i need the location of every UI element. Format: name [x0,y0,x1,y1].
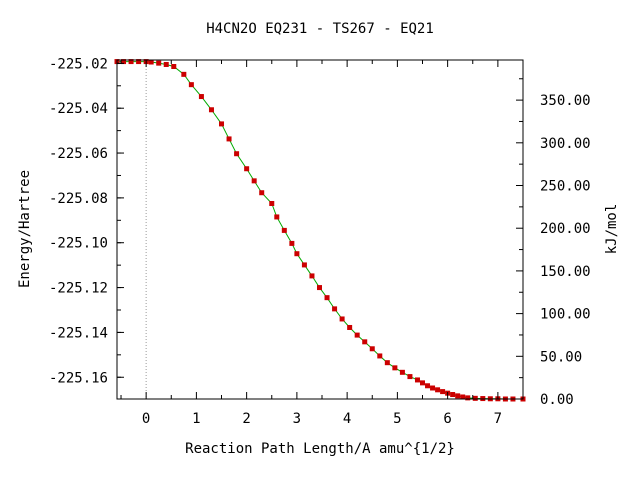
y-tick-label: -225.10 [49,236,108,252]
data-point [450,392,456,398]
data-point [259,190,265,196]
y2-tick-label: 250.00 [540,179,591,195]
y2-axis-label: kJ/mol [604,204,620,255]
data-point [121,59,127,65]
data-point [332,306,338,312]
series-line [117,61,523,400]
data-point [407,374,413,380]
data-point [181,71,187,77]
y2-tick-label: 50.00 [540,349,582,365]
x-axis-label: Reaction Path Length/A amu^{1/2} [185,441,455,457]
data-point [339,316,345,322]
plot-area [114,59,526,402]
data-point [317,285,322,291]
data-point [269,200,275,206]
y-tick-label: -225.08 [49,191,108,207]
y-tick-label: -225.04 [49,101,108,117]
x-tick-label: 0 [142,411,150,427]
data-point [294,251,300,257]
data-point [208,107,214,113]
data-point [234,151,240,157]
x-tick-label: 5 [393,411,401,427]
y-axis-label: Energy/Hartree [17,170,33,288]
y2-tick-label: 200.00 [540,221,591,237]
x-tick-label: 4 [343,411,351,427]
data-point [156,60,162,66]
axes: 0 1 2 3 4 5 6 7 -225.02 -225.04 -225.06 -225.08 -225… [49,56,591,427]
data-point [465,395,471,401]
data-point [362,339,368,345]
plot-frame [116,59,524,400]
data-point [244,166,250,172]
y2-tick-label: 150.00 [540,264,591,280]
x-tick-label: 2 [242,411,250,427]
data-point [301,262,307,268]
x-tick-label: 1 [192,411,200,427]
data-point [399,369,405,375]
y-tick-label: -225.02 [49,56,108,72]
data-point [347,324,353,330]
y-tick-label: -225.16 [49,370,108,386]
x-tick-label: 3 [293,411,301,427]
data-point [460,394,466,400]
x-tick-label: 6 [443,411,451,427]
data-point [425,383,431,389]
data-point [274,214,280,220]
data-point [281,227,287,233]
data-point [136,59,142,65]
data-point [251,178,257,184]
data-point [435,387,441,393]
y2-tick-label: 300.00 [540,136,591,152]
data-point [430,385,436,391]
data-point [472,395,478,401]
data-point [455,393,461,399]
data-point [354,332,360,338]
chart-title: H4CN2O EQ231 - TS267 - EQ21 [206,21,434,37]
y-tick-label: -225.14 [49,325,108,341]
data-point [226,136,232,142]
x-tick-label: 7 [494,411,502,427]
data-point [128,59,134,65]
data-point [369,346,375,352]
y2-tick-label: 350.00 [540,93,591,109]
data-point [219,121,225,127]
data-point [414,377,420,383]
data-point [198,94,204,100]
data-point [188,82,194,88]
data-point [289,240,295,246]
y-tick-label: -225.06 [49,146,108,162]
data-point [377,353,383,359]
data-point [163,61,169,67]
data-point [420,380,425,386]
data-point [384,360,390,366]
data-point [148,59,154,65]
data-point [171,64,177,69]
data-point [440,389,446,395]
data-point [309,273,315,279]
data-point [392,365,398,371]
y2-tick-label: 0.00 [540,392,574,408]
data-point [324,295,330,301]
y2-tick-label: 100.00 [540,307,591,323]
y-tick-label: -225.12 [49,281,108,297]
